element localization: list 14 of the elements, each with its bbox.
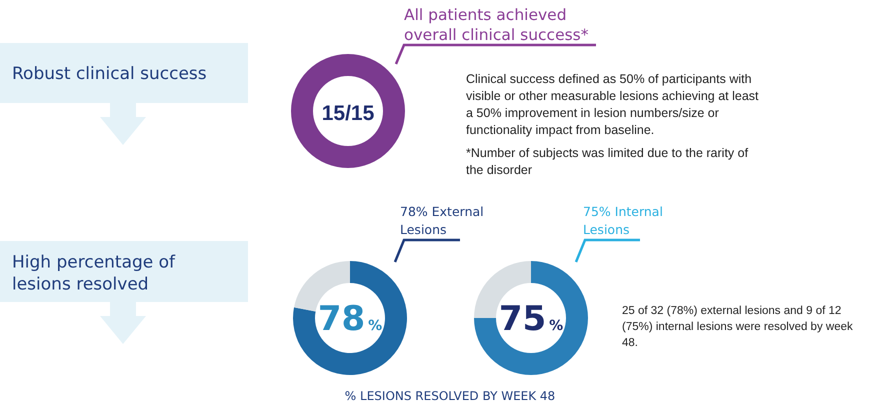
donut-slice <box>474 261 588 375</box>
text: Clinical success defined as 50% of participants with visible or other measurable lesions achieving at least a 50% improvement in lesion numbers/size or functionality impact from baseline. <box>466 72 760 137</box>
text: All patients achieved overall clinical success* <box>404 6 589 44</box>
text: 75% Internal Lesions <box>583 204 663 237</box>
text: High percentage of lesions resolved <box>12 252 176 294</box>
text: 78% External Lesions <box>400 204 484 237</box>
data-label: 78% <box>318 299 382 339</box>
data-label: 75% <box>498 299 564 339</box>
text: 25 of 32 (78%) external lesions and 9 of 12 (75%) internal lesions were resolved by week 48. <box>622 305 853 349</box>
data-label: 15/15 <box>322 102 375 125</box>
text: *Number of subjects was limited due to the rarity of the disorder <box>466 146 749 177</box>
text: % LESIONS RESOLVED BY WEEK 48 <box>344 389 556 403</box>
text: Robust clinical success <box>12 64 207 84</box>
donut-slice <box>293 261 407 375</box>
